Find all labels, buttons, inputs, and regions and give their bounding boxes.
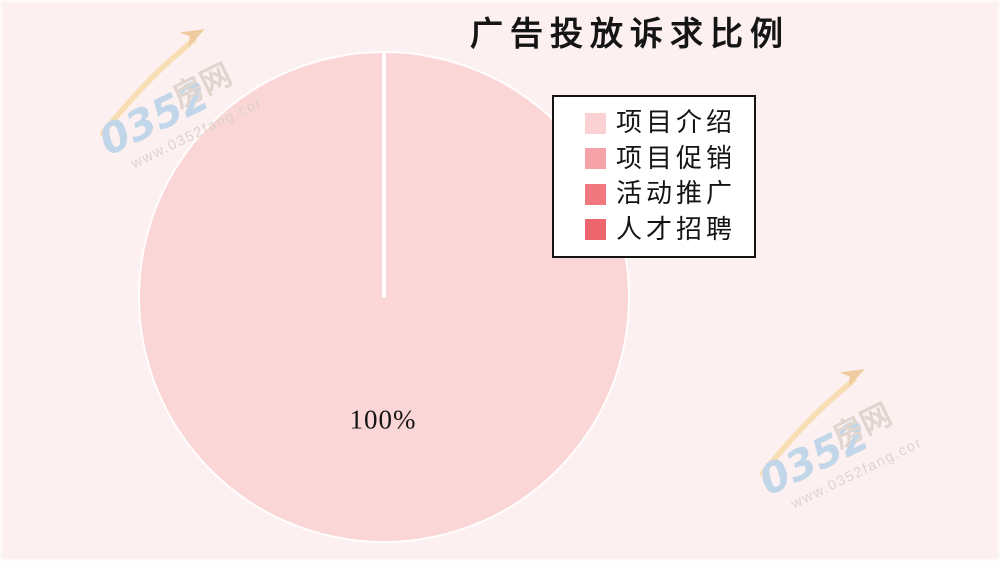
pie-slice-divider-line <box>382 53 386 298</box>
legend-swatch-event-promotion <box>585 183 606 205</box>
watermark-roofline-icon <box>759 376 857 477</box>
legend-label-event-promotion: 活动推广 <box>616 179 737 209</box>
watermark-bottom-right: 0352 房网 www.0352fang.com <box>732 351 932 522</box>
legend-label-recruitment: 人才招聘 <box>616 214 737 244</box>
legend-item-recruitment: 人才招聘 <box>585 214 750 244</box>
legend-swatch-project-promo <box>585 148 606 170</box>
legend-label-project-intro: 项目介绍 <box>616 108 737 138</box>
legend-label-project-promo: 项目促销 <box>616 143 737 173</box>
legend-item-project-intro: 项目介绍 <box>585 110 750 136</box>
watermark-roof-flag-icon <box>839 369 865 387</box>
pie-data-label: 100% <box>349 404 417 435</box>
legend-swatch-recruitment <box>585 219 606 241</box>
watermark-logo-icon: 0352 房网 www.0352fang.com <box>751 369 932 513</box>
legend-swatch-project-intro <box>585 112 606 134</box>
legend-item-project-promo: 项目促销 <box>585 143 750 173</box>
watermark-roof-flag-icon <box>179 29 205 47</box>
chart-title: 广告投放诉求比例 <box>470 17 790 53</box>
legend-item-event-promotion: 活动推广 <box>585 181 750 207</box>
watermark-brand-name: 房网 <box>827 397 897 454</box>
legend: 项目介绍 项目促销 活动推广 人才招聘 <box>552 95 756 258</box>
watermark-url: www.0352fang.com <box>788 432 925 513</box>
watermark-roofline-icon <box>99 36 197 137</box>
watermark-brand-name: 房网 <box>167 57 237 114</box>
watermark-brand-number: 0352 <box>751 410 877 505</box>
